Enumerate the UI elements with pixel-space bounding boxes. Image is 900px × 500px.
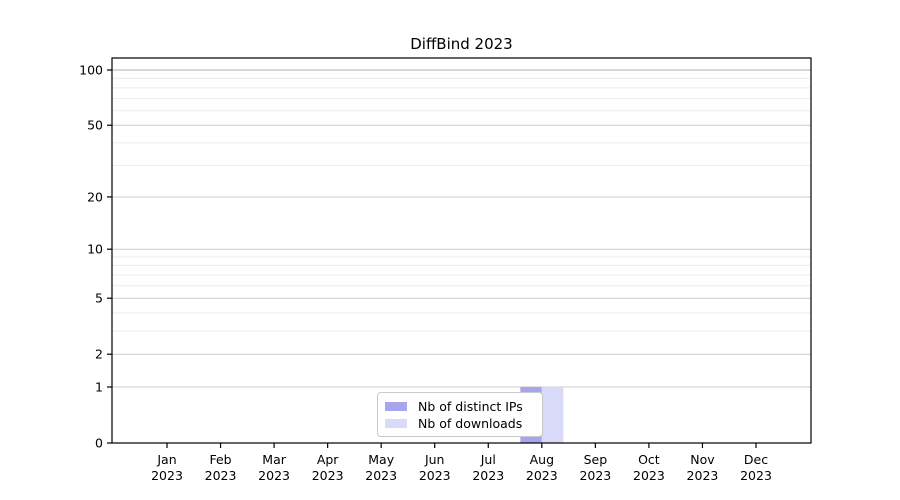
x-tick-label-month: Sep bbox=[584, 452, 608, 467]
x-tick-label-year: 2023 bbox=[419, 468, 451, 483]
x-tick-label-year: 2023 bbox=[365, 468, 397, 483]
x-tick-label-month: Dec bbox=[744, 452, 768, 467]
x-tick-label-year: 2023 bbox=[258, 468, 290, 483]
y-tick-label: 50 bbox=[87, 118, 103, 133]
plot-border bbox=[111, 57, 812, 444]
legend-item-distinct-ips: Nb of distinct IPs bbox=[385, 398, 534, 415]
x-tick-label-month: Jul bbox=[480, 452, 496, 467]
y-tick-label: 1 bbox=[95, 379, 103, 394]
x-tick-label-month: Apr bbox=[317, 452, 339, 467]
x-tick-label-month: Oct bbox=[638, 452, 660, 467]
x-tick-label-month: Nov bbox=[690, 452, 715, 467]
y-tick-label: 0 bbox=[95, 435, 103, 450]
legend-swatch-distinct-ips bbox=[385, 402, 407, 411]
legend-label-downloads: Nb of downloads bbox=[418, 416, 523, 431]
x-tick-label-year: 2023 bbox=[312, 468, 344, 483]
x-tick-label-month: Feb bbox=[209, 452, 231, 467]
y-tick-label: 20 bbox=[87, 189, 103, 204]
x-tick-label-year: 2023 bbox=[205, 468, 237, 483]
legend-label-distinct-ips: Nb of distinct IPs bbox=[418, 399, 523, 414]
x-tick-label-year: 2023 bbox=[526, 468, 558, 483]
legend: Nb of distinct IPs Nb of downloads bbox=[377, 392, 543, 437]
y-tick-label: 5 bbox=[95, 291, 103, 306]
x-tick-label-year: 2023 bbox=[740, 468, 772, 483]
legend-item-downloads: Nb of downloads bbox=[385, 415, 534, 432]
x-tick-label-month: Mar bbox=[262, 452, 286, 467]
x-tick-label-month: Aug bbox=[530, 452, 554, 467]
x-tick-label-year: 2023 bbox=[633, 468, 665, 483]
x-tick-label-month: Jun bbox=[424, 452, 445, 467]
chart-title: DiffBind 2023 bbox=[410, 35, 513, 53]
legend-swatch-downloads bbox=[385, 419, 407, 428]
y-tick-label: 10 bbox=[87, 242, 103, 257]
y-tick-label: 2 bbox=[95, 347, 103, 362]
bar-nb-of-downloads-aug bbox=[541, 386, 564, 443]
x-tick-label-month: May bbox=[368, 452, 394, 467]
x-tick-label-year: 2023 bbox=[579, 468, 611, 483]
x-tick-label-year: 2023 bbox=[472, 468, 504, 483]
x-tick-label-year: 2023 bbox=[687, 468, 719, 483]
x-tick-label-year: 2023 bbox=[151, 468, 183, 483]
x-tick-label-month: Jan bbox=[156, 452, 176, 467]
y-tick-label: 100 bbox=[79, 62, 103, 77]
